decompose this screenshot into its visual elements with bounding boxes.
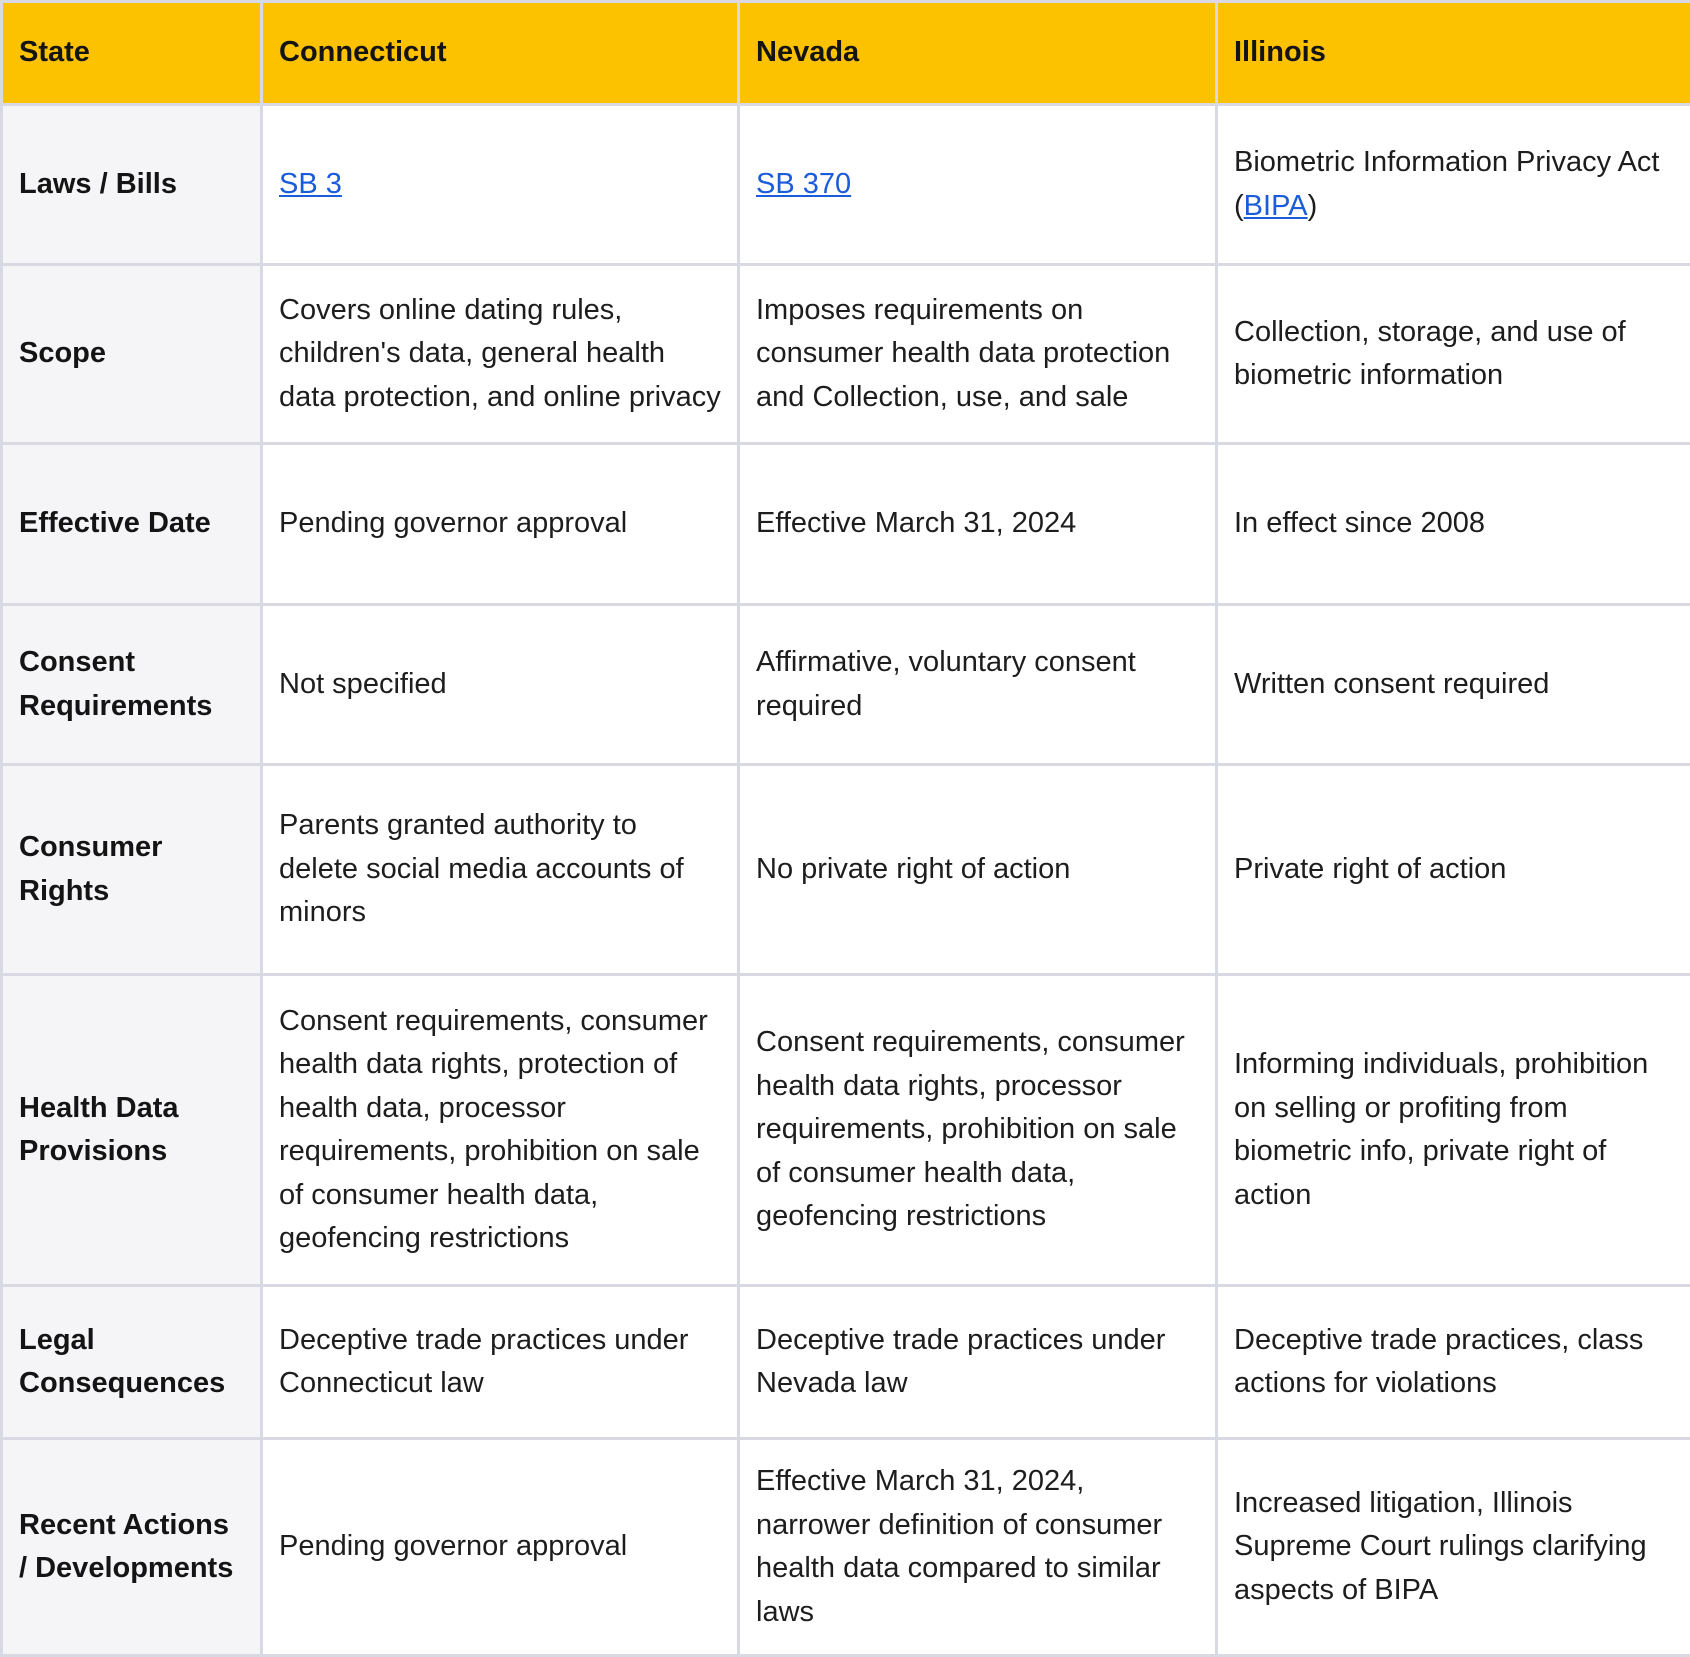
row-consent-requirements: Consent Requirements Not specified Affir… <box>2 605 1690 765</box>
cell-effective-connecticut: Pending governor approval <box>262 444 739 605</box>
bipa-link[interactable]: BIPA <box>1244 190 1308 222</box>
cell-scope-connecticut: Covers online dating rules, children's d… <box>262 265 739 444</box>
bipa-text-suffix: ) <box>1308 190 1318 222</box>
cell-legal-nevada: Deceptive trade practices under Nevada l… <box>739 1286 1217 1439</box>
cell-effective-nevada: Effective March 31, 2024 <box>739 444 1217 605</box>
row-consumer-rights: Consumer Rights Parents granted authorit… <box>2 765 1690 975</box>
row-health-data-provisions: Health Data Provisions Consent requireme… <box>2 975 1690 1286</box>
row-laws-bills: Laws / Bills SB 3 SB 370 Biometric Infor… <box>2 105 1690 265</box>
cell-scope-illinois: Collection, storage, and use of biometri… <box>1217 265 1690 444</box>
row-label-consumer-rights: Consumer Rights <box>2 765 262 975</box>
cell-consumer-illinois: Private right of action <box>1217 765 1690 975</box>
row-label-consent-requirements: Consent Requirements <box>2 605 262 765</box>
cell-legal-illinois: Deceptive trade practices, class actions… <box>1217 1286 1690 1439</box>
cell-consumer-connecticut: Parents granted authority to delete soci… <box>262 765 739 975</box>
row-recent-actions: Recent Actions / Developments Pending go… <box>2 1439 1690 1656</box>
cell-health-connecticut: Consent requirements, consumer health da… <box>262 975 739 1286</box>
header-row: State Connecticut Nevada Illinois <box>2 2 1690 105</box>
cell-laws-illinois: Biometric Information Privacy Act (BIPA) <box>1217 105 1690 265</box>
cell-scope-nevada: Imposes requirements on consumer health … <box>739 265 1217 444</box>
row-label-effective-date: Effective Date <box>2 444 262 605</box>
cell-health-nevada: Consent requirements, consumer health da… <box>739 975 1217 1286</box>
row-label-recent-actions: Recent Actions / Developments <box>2 1439 262 1656</box>
cell-effective-illinois: In effect since 2008 <box>1217 444 1690 605</box>
row-legal-consequences: Legal Consequences Deceptive trade pract… <box>2 1286 1690 1439</box>
sb370-link[interactable]: SB 370 <box>756 168 851 200</box>
row-label-laws-bills: Laws / Bills <box>2 105 262 265</box>
header-cell-illinois: Illinois <box>1217 2 1690 105</box>
cell-health-illinois: Informing individuals, prohibition on se… <box>1217 975 1690 1286</box>
header-cell-state: State <box>2 2 262 105</box>
cell-consent-illinois: Written consent required <box>1217 605 1690 765</box>
row-label-health-data-provisions: Health Data Provisions <box>2 975 262 1286</box>
sb3-link[interactable]: SB 3 <box>279 168 342 200</box>
cell-recent-connecticut: Pending governor approval <box>262 1439 739 1656</box>
cell-recent-illinois: Increased litigation, Illinois Supreme C… <box>1217 1439 1690 1656</box>
cell-laws-nevada: SB 370 <box>739 105 1217 265</box>
cell-laws-connecticut: SB 3 <box>262 105 739 265</box>
header-cell-connecticut: Connecticut <box>262 2 739 105</box>
cell-legal-connecticut: Deceptive trade practices under Connecti… <box>262 1286 739 1439</box>
row-label-legal-consequences: Legal Consequences <box>2 1286 262 1439</box>
cell-consent-connecticut: Not specified <box>262 605 739 765</box>
cell-consumer-nevada: No private right of action <box>739 765 1217 975</box>
row-label-scope: Scope <box>2 265 262 444</box>
row-scope: Scope Covers online dating rules, childr… <box>2 265 1690 444</box>
cell-consent-nevada: Affirmative, voluntary consent required <box>739 605 1217 765</box>
header-cell-nevada: Nevada <box>739 2 1217 105</box>
row-effective-date: Effective Date Pending governor approval… <box>2 444 1690 605</box>
cell-recent-nevada: Effective March 31, 2024, narrower defin… <box>739 1439 1217 1656</box>
